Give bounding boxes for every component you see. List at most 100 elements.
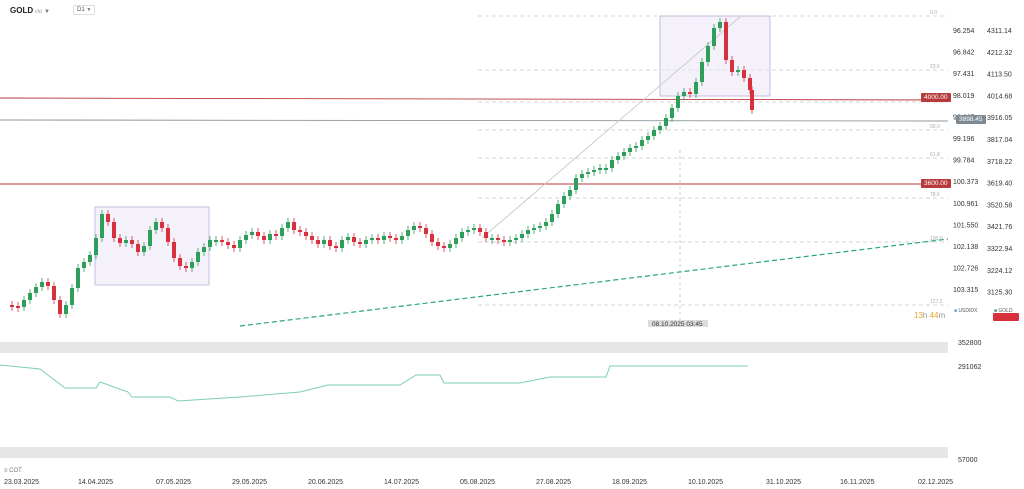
index-axis-label: 100.961 [953, 201, 978, 208]
candle-body [496, 238, 500, 240]
price-axis-label: 3718.22 [987, 159, 1012, 166]
candle-body [154, 222, 158, 230]
countdown-minutes: 44 [929, 311, 939, 320]
legend-gold[interactable]: ■ GOLD [994, 308, 1013, 314]
fib-label: 127.2 [930, 299, 943, 305]
date-label: 20.06.2025 [308, 479, 343, 486]
candle-body [334, 246, 338, 248]
fib-label: 78.6 [930, 192, 940, 198]
candle-body [256, 232, 260, 236]
candle-body [28, 293, 32, 300]
candle-body [484, 232, 488, 238]
symbol-type: cfd [35, 9, 42, 15]
date-label: 10.10.2025 [688, 479, 723, 486]
price-axis-label: 3125.30 [987, 290, 1012, 297]
trend-line[interactable] [481, 16, 741, 239]
countdown-h: h [922, 311, 928, 320]
index-axis-label: 100.373 [953, 179, 978, 186]
candle-body [508, 240, 512, 242]
symbol-name: GOLD [10, 6, 34, 15]
candle-body [700, 62, 704, 82]
candle-body [250, 232, 254, 235]
dashed-trend-line[interactable] [239, 238, 949, 327]
legend-usdidx[interactable]: ■ USDIDX [954, 308, 978, 314]
candle-body [238, 240, 242, 248]
candle-body [448, 244, 452, 248]
candle-body [586, 172, 590, 174]
price-axis-label: 3520.58 [987, 202, 1012, 209]
price-axis-label: 4212.32 [987, 50, 1012, 57]
candle-body [514, 238, 518, 240]
candle-body [628, 148, 632, 152]
candle-body [622, 152, 626, 156]
price-axis-label: 3916.05 [987, 115, 1012, 122]
lower-axis-label: 352800 [958, 340, 981, 347]
candle-body [142, 246, 146, 252]
candle-body [712, 28, 716, 46]
candle-body [430, 234, 434, 242]
candle-body [202, 247, 206, 252]
candle-body [160, 222, 164, 228]
candle-body [478, 228, 482, 232]
price-axis: 4311.14 4212.32 4113.50 4014.68 3916.05 3817.… [987, 28, 1012, 297]
date-label: 23.03.2025 [4, 479, 39, 486]
date-label: 16.11.2025 [840, 479, 875, 486]
candle-body [376, 238, 380, 240]
date-label: 05.08.2025 [460, 479, 495, 486]
pane-separator [0, 342, 948, 353]
gold-price-badge [993, 313, 1019, 321]
candle-body [370, 238, 374, 240]
candle-body [340, 240, 344, 248]
date-axis: 23.03.2025 14.04.2025 07.05.2025 29.05.2025… [4, 479, 953, 486]
candle-body [616, 156, 620, 160]
legend-gold-label: GOLD [998, 308, 1013, 314]
countdown-timer: 13h 44m [914, 311, 945, 320]
candle-body [244, 235, 248, 240]
candle-body [748, 78, 752, 90]
candle-body [94, 238, 98, 255]
candle-body [598, 168, 602, 170]
candle-body [346, 237, 350, 240]
date-label: 14.04.2025 [78, 479, 113, 486]
candle-body [316, 240, 320, 244]
candle-body [568, 190, 572, 196]
price-axis-label: 3619.40 [987, 181, 1012, 188]
price-axis-label: 3224.12 [987, 268, 1012, 275]
fib-label: 61.8 [930, 152, 940, 158]
candle-body [298, 230, 302, 232]
candle-body [424, 228, 428, 234]
candle-body [556, 204, 560, 214]
candle-body [394, 238, 398, 240]
candle-body [328, 240, 332, 246]
candle-body [640, 140, 644, 146]
candle-body [136, 244, 140, 252]
index-axis-label: 99.784 [953, 158, 975, 165]
resistance-tag: 4000.00 [921, 93, 951, 102]
candle-body [532, 228, 536, 230]
candle-body [178, 258, 182, 266]
index-axis-label: 96.254 [953, 28, 975, 35]
candle-body [604, 168, 608, 170]
candle-body [454, 238, 458, 244]
chevron-down-icon: ▼ [86, 7, 92, 13]
price-axis-label: 3817.04 [987, 137, 1012, 144]
candle-body [472, 228, 476, 230]
symbol-selector[interactable]: GOLD cfd ▼ [10, 6, 50, 15]
candle-body [664, 118, 668, 126]
fib-label: 50.0 [930, 124, 940, 130]
candle-body [406, 230, 410, 236]
chevron-down-icon: ▼ [44, 9, 50, 15]
resistance-line[interactable] [0, 97, 949, 101]
candle-body [220, 240, 224, 242]
candle-body [466, 230, 470, 232]
candle-body [382, 236, 386, 240]
candle-body [16, 306, 20, 308]
candle-body [70, 288, 74, 305]
candle-body [436, 242, 440, 246]
candle-body [742, 70, 746, 78]
timeframe-selector[interactable]: D1 ▼ [73, 5, 96, 15]
candle-body [286, 222, 290, 228]
candle-body [592, 170, 596, 172]
candle-body [652, 130, 656, 136]
